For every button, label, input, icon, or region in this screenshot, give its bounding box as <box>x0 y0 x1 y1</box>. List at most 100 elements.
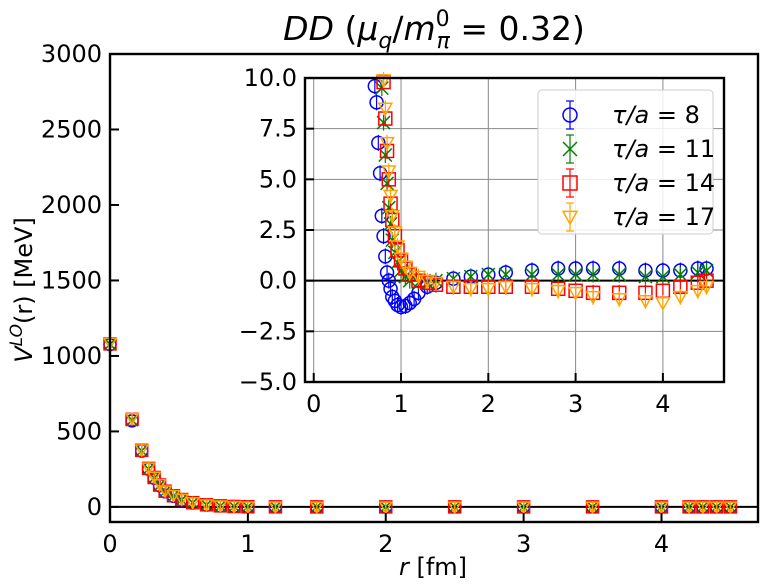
main-data-point <box>585 501 600 515</box>
main-y-tick-label: 0 <box>87 493 102 521</box>
inset-x-tick-label: 1 <box>393 390 408 418</box>
title-mu-sub: q <box>378 29 392 54</box>
inset-legend-label-var: τ/a <box>612 203 649 231</box>
inset-data-point <box>611 292 628 307</box>
inset-data-point <box>586 267 601 282</box>
main-data-point <box>226 500 242 514</box>
inset-data-point <box>385 289 400 305</box>
main-data-point <box>124 413 140 427</box>
inset-data-point <box>384 209 401 224</box>
inset-data-point <box>550 284 566 299</box>
inset-legend-label-var: τ/a <box>612 101 649 129</box>
inset-legend-marker <box>562 175 578 191</box>
inset-x-tick-label: 0 <box>306 390 321 418</box>
x-axis-label: r [fm] <box>399 553 467 581</box>
inset-data-point <box>672 290 689 305</box>
title-slash: / <box>392 9 404 48</box>
main-data-point <box>723 501 738 515</box>
main-data-point <box>447 501 462 515</box>
inset-data-point <box>375 74 392 89</box>
inset-data-point <box>480 282 497 297</box>
title-m: m <box>403 9 435 48</box>
main-data-point <box>185 496 200 511</box>
xlabel-unit: [fm] <box>409 553 467 581</box>
main-x-tick-label: 4 <box>654 530 669 558</box>
inset-data-point <box>463 282 479 297</box>
inset-data-point <box>524 267 539 282</box>
main-x-tick-label: 2 <box>378 530 393 558</box>
title-open: ( <box>334 9 357 48</box>
main-data-point <box>199 499 214 513</box>
main-data-point <box>709 501 724 515</box>
main-data-point <box>146 471 162 485</box>
inset-series-3 <box>375 72 715 312</box>
inset-legend-marker <box>562 141 578 157</box>
main-y-tick-label: 2500 <box>41 115 102 143</box>
inset-legend-label-eq: = <box>649 203 684 231</box>
inset-data-point <box>379 265 395 280</box>
inset-legend-label-value: 11 <box>685 135 716 163</box>
inset-y-tick-label: 5.0 <box>259 165 297 193</box>
inset-legend-label-value: 17 <box>685 203 716 231</box>
main-data-point <box>152 479 167 493</box>
inset-legend-label-eq: = <box>649 101 684 129</box>
inset-data-point <box>446 271 461 286</box>
inset-data-point <box>382 189 399 204</box>
xlabel-r: r <box>399 553 411 581</box>
inset-data-point <box>698 280 715 295</box>
inset-data-point <box>497 280 514 295</box>
inset-data-point <box>445 280 462 295</box>
inset-legend-marker <box>561 210 579 226</box>
main-data-point <box>240 501 256 515</box>
inset-y-tick-label: 0.0 <box>259 267 297 295</box>
inset-data-point <box>524 282 540 297</box>
inset-x-tick-label: 2 <box>481 390 496 418</box>
inset-y-tick-label: 10.0 <box>244 64 297 92</box>
main-y-tick-label: 2000 <box>41 191 102 219</box>
main-y-tick-label: 1500 <box>41 266 102 294</box>
main-data-point <box>695 501 711 515</box>
inset-y-tick-label: 2.5 <box>259 216 297 244</box>
inset-x-tick-label: 4 <box>655 390 670 418</box>
ylabel-rest: (r) [MeV] <box>10 217 38 324</box>
inset-x-tick-label: 3 <box>568 390 583 418</box>
inset-data-point <box>381 273 397 288</box>
inset-data-point <box>551 267 566 282</box>
inset-legend-label: τ/a = 8 <box>612 101 700 129</box>
inset-data-point <box>567 286 584 301</box>
inset-data-point <box>568 267 583 282</box>
inset-data-point <box>376 228 391 244</box>
title-m-sub: π <box>437 29 451 54</box>
inset-data-point <box>612 267 627 282</box>
main-x-tick-label: 0 <box>102 530 117 558</box>
inset-points <box>367 72 715 316</box>
inset-legend-label-var: τ/a <box>612 135 649 163</box>
inset-y-tick-label: −5.0 <box>239 368 297 396</box>
main-y-tick-label: 500 <box>56 417 102 445</box>
main-x-tick-label: 1 <box>240 530 255 558</box>
inset-legend-box <box>537 89 714 235</box>
main-data-point <box>309 501 325 515</box>
inset-data-point <box>655 297 671 312</box>
inset-data-point <box>402 295 417 311</box>
inset-data-point <box>637 294 654 309</box>
inset-data-point <box>655 269 670 284</box>
main-data-point <box>134 444 149 458</box>
inset-legend-label-eq: = <box>649 169 684 197</box>
inset-legend-label-value: 8 <box>685 101 700 129</box>
inset-data-point <box>389 240 406 255</box>
main-y-tick-label: 3000 <box>41 40 102 68</box>
inset-data-point <box>419 274 435 289</box>
inset-plot: 0 1 2 3 4−5.0−2.50.02.55.07.510.0τ/a = 8τ/a … <box>239 64 726 418</box>
inset-data-point <box>393 252 409 267</box>
inset-legend-label: τ/a = 17 <box>612 203 715 231</box>
inset-data-point <box>398 298 413 314</box>
main-data-point <box>378 501 394 515</box>
ylabel-v: V <box>10 345 38 363</box>
main-data-point <box>213 500 228 514</box>
inset-data-point <box>377 102 394 117</box>
inset-data-point <box>379 136 395 151</box>
inset-legend-label-var: τ/a <box>612 169 649 197</box>
chart-title: DD (μq/m0 π = 0.32) <box>283 7 585 54</box>
